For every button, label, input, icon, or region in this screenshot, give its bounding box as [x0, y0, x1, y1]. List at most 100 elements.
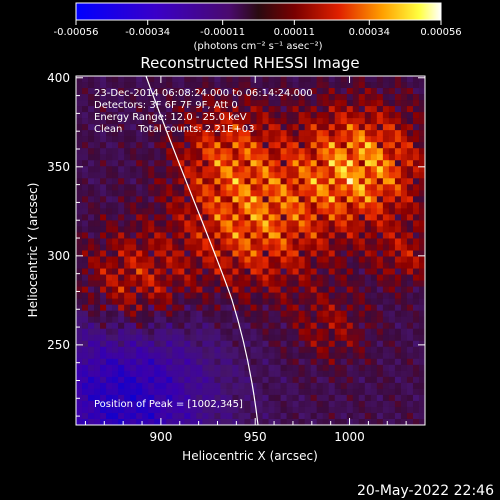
heatmap-cell [352, 148, 360, 155]
heatmap-cell [118, 400, 125, 408]
heatmap-cell [418, 148, 425, 155]
heatmap-cell [418, 178, 425, 185]
heatmap-cell [376, 412, 384, 420]
heatmap-cell [148, 190, 155, 197]
heatmap-cell [394, 328, 402, 336]
heatmap-cell [340, 202, 348, 209]
heatmap-cell [100, 418, 107, 425]
heatmap-cell [376, 328, 384, 336]
heatmap-cell [322, 136, 330, 143]
heatmap-cell [418, 136, 425, 143]
heatmap-cell [310, 280, 317, 287]
heatmap-cell [322, 208, 330, 215]
heatmap-cell [418, 112, 425, 119]
heatmap-cell [346, 220, 354, 227]
heatmap-cell [148, 250, 155, 257]
heatmap-cell [148, 352, 155, 360]
heatmap-cell [112, 358, 119, 366]
heatmap-cell [154, 166, 161, 173]
heatmap-cell [310, 208, 317, 215]
heatmap-cell [364, 220, 372, 227]
heatmap-cell [214, 154, 221, 161]
heatmap-cell [124, 106, 131, 113]
heatmap-cell [160, 76, 167, 83]
heatmap-cell [268, 154, 275, 161]
heatmap-cell [118, 106, 125, 113]
heatmap-cell [118, 358, 125, 366]
heatmap-cell [412, 172, 420, 179]
heatmap-cell [88, 94, 95, 101]
heatmap-cell [406, 244, 414, 251]
heatmap-cell [256, 166, 263, 173]
heatmap-cell [256, 184, 263, 191]
heatmap-cell [148, 388, 155, 396]
annotation-peak: Position of Peak = [1002,345] [94, 399, 243, 410]
heatmap-cell [220, 388, 227, 396]
heatmap-cell [244, 418, 251, 425]
heatmap-cell [274, 322, 281, 330]
heatmap-cell [328, 82, 336, 89]
heatmap-cell [268, 370, 275, 378]
heatmap-cell [178, 238, 185, 245]
heatmap-cell [412, 364, 420, 372]
y-tick-label: 300 [47, 249, 70, 263]
heatmap-cell [160, 232, 167, 239]
heatmap-cell [244, 160, 251, 167]
heatmap-cell [268, 310, 275, 317]
heatmap-cell [364, 346, 372, 354]
heatmap-cell [76, 190, 83, 197]
heatmap-cell [238, 412, 245, 420]
annotation-clean: Clean Total counts: 2.21E+03 [94, 124, 254, 135]
heatmap-cell [394, 184, 402, 191]
heatmap-cell [226, 106, 233, 113]
heatmap-cell [328, 106, 336, 113]
heatmap-cell [358, 226, 366, 233]
heatmap-cell [328, 376, 336, 384]
heatmap-cell [262, 418, 269, 425]
heatmap-cell [364, 208, 372, 215]
heatmap-cell [292, 130, 299, 137]
heatmap-cell [322, 286, 330, 293]
heatmap-cell [232, 106, 239, 113]
heatmap-cell [112, 244, 119, 251]
heatmap-cell [142, 298, 149, 305]
heatmap-cell [112, 334, 119, 342]
heatmap-cell [412, 412, 420, 420]
heatmap-cell [400, 286, 408, 293]
heatmap-cell [238, 202, 245, 209]
heatmap-cell [394, 106, 402, 113]
heatmap-cell [412, 388, 420, 396]
heatmap-cell [328, 130, 336, 137]
heatmap-cell [160, 262, 167, 269]
heatmap-cell [94, 118, 101, 125]
heatmap-cell [142, 130, 149, 137]
heatmap-cell [268, 172, 275, 179]
heatmap-cell [208, 154, 215, 161]
heatmap-cell [382, 280, 390, 287]
heatmap-cell [418, 214, 425, 221]
heatmap-cell [262, 124, 269, 131]
heatmap-cell [358, 244, 366, 251]
heatmap-cell [274, 202, 281, 209]
heatmap-cell [268, 268, 275, 275]
heatmap-cell [382, 334, 390, 342]
heatmap-cell [124, 226, 131, 233]
heatmap-cell [154, 88, 161, 95]
heatmap-cell [130, 202, 137, 209]
heatmap-cell [106, 316, 113, 324]
heatmap-cell [256, 358, 263, 366]
heatmap-cell [346, 364, 354, 372]
heatmap-cell [322, 142, 330, 149]
heatmap-cell [310, 160, 317, 167]
heatmap-cell [184, 298, 191, 305]
heatmap-cell [124, 322, 131, 330]
heatmap-cell [244, 250, 251, 257]
heatmap-cell [394, 154, 402, 161]
heatmap-cell [262, 364, 269, 372]
heatmap-cell [244, 112, 251, 119]
heatmap-cell [352, 394, 360, 402]
heatmap-cell [262, 340, 269, 348]
heatmap-cell [412, 340, 420, 348]
heatmap-cell [388, 94, 396, 101]
heatmap-cell [322, 316, 330, 324]
